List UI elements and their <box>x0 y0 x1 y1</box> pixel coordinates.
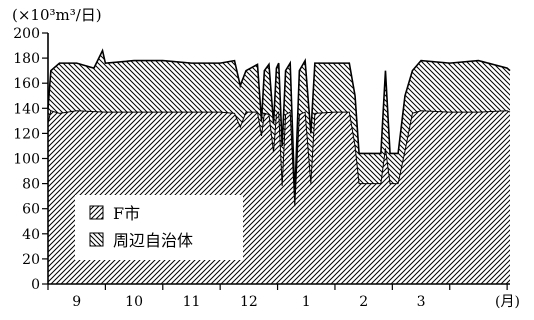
x-tick-label: 3 <box>417 294 426 310</box>
legend: F市 周辺自治体 <box>75 195 243 260</box>
y-tick-label: 120 <box>13 126 40 142</box>
y-tick-label: 180 <box>13 51 40 67</box>
line-total <box>47 48 511 197</box>
y-tick-label: 20 <box>22 252 40 268</box>
x-tick-label: 12 <box>240 294 258 310</box>
x-tick-label: 2 <box>359 294 368 310</box>
x-axis-unit-label: (月) <box>495 294 520 310</box>
y-tick-label: 160 <box>13 76 40 92</box>
x-tick-label: 11 <box>183 294 201 310</box>
line-f-city <box>47 110 511 207</box>
y-axis-unit-label: (×10³m³/日) <box>12 6 102 24</box>
y-tick-label: 100 <box>13 152 40 168</box>
y-tick-label: 80 <box>22 177 40 193</box>
area-neighbors <box>48 50 510 207</box>
legend-swatch-f-city <box>89 205 104 220</box>
x-tick-label: 10 <box>125 294 143 310</box>
legend-swatch-neighbors <box>89 232 104 247</box>
legend-label-neighbors: 周辺自治体 <box>113 231 193 250</box>
y-tick-label: 200 <box>13 26 40 42</box>
y-tick-label: 40 <box>22 227 40 243</box>
y-tick-label: 0 <box>31 277 40 293</box>
y-tick-label: 140 <box>13 101 40 117</box>
x-tick-label: 9 <box>72 294 81 310</box>
legend-box <box>75 195 243 260</box>
y-tick-label: 60 <box>22 202 40 218</box>
x-tick-label: 1 <box>302 294 311 310</box>
legend-label-f-city: F市 <box>113 204 140 223</box>
